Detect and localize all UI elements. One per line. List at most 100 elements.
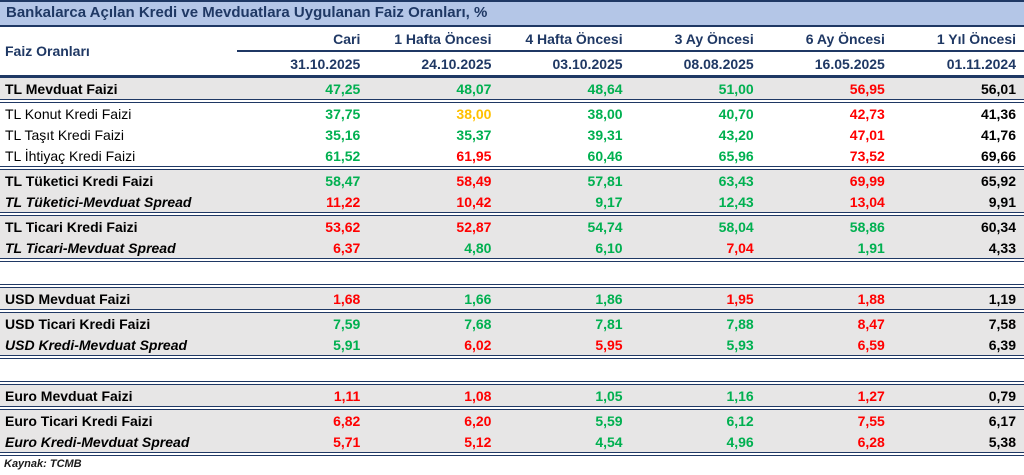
rate-value: 6,17 bbox=[988, 412, 1016, 429]
rate-value: 7,58 bbox=[988, 315, 1016, 332]
rate-value: 6,12 bbox=[726, 412, 754, 429]
row-label: TL Mevduat Faizi bbox=[5, 80, 118, 97]
row-label: TL Taşıt Kredi Faizi bbox=[5, 126, 125, 143]
row-label: TL Ticari-Mevduat Spread bbox=[5, 239, 176, 256]
column-header-cari: Cari bbox=[237, 27, 369, 52]
table-row: TL Tüketici-Mevduat Spread 11,22 10,42 9,17… bbox=[0, 191, 1024, 214]
table-row: Euro Mevduat Faizi 1,11 1,08 1,05 1,16 1,27 0,… bbox=[0, 383, 1024, 408]
rate-value: 1,27 bbox=[857, 387, 885, 404]
rate-value: 0,79 bbox=[988, 387, 1016, 404]
rate-value: 63,43 bbox=[718, 172, 754, 189]
rate-value: 6,39 bbox=[988, 336, 1016, 353]
rate-value: 52,87 bbox=[456, 218, 492, 235]
rate-value: 1,11 bbox=[333, 387, 361, 404]
row-label: Euro Ticari Kredi Faizi bbox=[5, 412, 153, 429]
rate-value: 51,00 bbox=[718, 80, 754, 97]
rate-value: 47,01 bbox=[849, 126, 885, 143]
row-label: TL Ticari Kredi Faizi bbox=[5, 218, 138, 235]
row-label: TL Tüketici-Mevduat Spread bbox=[5, 193, 192, 210]
column-header-3-ay-oncesi: 3 Ay Öncesi bbox=[630, 27, 762, 52]
rate-value: 41,36 bbox=[980, 105, 1016, 122]
rate-value: 35,37 bbox=[456, 126, 492, 143]
rate-value: 37,75 bbox=[325, 105, 361, 122]
table-row: TL İhtiyaç Kredi Faizi 61,52 61,95 60,46 65,… bbox=[0, 145, 1024, 168]
rate-value: 56,95 bbox=[849, 80, 885, 97]
rate-value: 6,10 bbox=[595, 239, 623, 256]
column-header-faiz-oranlari: Faiz Oranları bbox=[0, 27, 238, 78]
rate-value: 1,68 bbox=[333, 290, 361, 307]
source-note: Kaynak: TCMB bbox=[4, 458, 82, 470]
rate-value: 58,04 bbox=[718, 218, 754, 235]
rate-value: 60,46 bbox=[587, 147, 623, 164]
rate-value: 43,20 bbox=[718, 126, 754, 143]
rate-value: 4,54 bbox=[595, 433, 623, 450]
spacer-cell bbox=[0, 260, 1024, 286]
column-date: 08.08.2025 bbox=[630, 51, 762, 78]
spacer-cell bbox=[0, 357, 1024, 383]
rate-value: 38,00 bbox=[456, 105, 492, 122]
rate-value: 39,31 bbox=[587, 126, 623, 143]
column-header-1-yil-oncesi: 1 Yıl Öncesi bbox=[892, 27, 1024, 52]
rate-value: 48,64 bbox=[587, 80, 623, 97]
rate-value: 7,55 bbox=[857, 412, 885, 429]
rate-value: 11,22 bbox=[326, 193, 361, 210]
rate-value: 5,71 bbox=[333, 433, 361, 450]
rate-value: 6,37 bbox=[333, 239, 361, 256]
table-row: TL Mevduat Faizi 47,25 48,07 48,64 51,00 56,9… bbox=[0, 76, 1024, 101]
rate-value: 5,38 bbox=[988, 433, 1016, 450]
rate-value: 6,02 bbox=[464, 336, 492, 353]
rate-value: 1,95 bbox=[726, 290, 754, 307]
rate-value: 7,81 bbox=[595, 315, 623, 332]
page-title: Bankalarca Açılan Kredi ve Mevduatlara U… bbox=[0, 0, 1024, 27]
rate-value: 5,12 bbox=[464, 433, 492, 450]
table-header: Faiz Oranları Cari 1 Hafta Öncesi 4 Haft… bbox=[0, 27, 1024, 78]
rate-value: 53,62 bbox=[325, 218, 361, 235]
rate-value: 12,43 bbox=[718, 193, 754, 210]
row-label: USD Mevduat Faizi bbox=[5, 290, 131, 307]
table-row: TL Konut Kredi Faizi 37,75 38,00 38,00 40,70… bbox=[0, 101, 1024, 124]
rate-value: 48,07 bbox=[456, 80, 492, 97]
spacer-row bbox=[0, 357, 1024, 383]
column-date: 01.11.2024 bbox=[892, 51, 1024, 78]
rate-value: 58,47 bbox=[325, 172, 361, 189]
rate-value: 1,66 bbox=[464, 290, 492, 307]
column-header-4-hafta-oncesi: 4 Hafta Öncesi bbox=[499, 27, 631, 52]
rate-value: 57,81 bbox=[587, 172, 623, 189]
row-label: TL İhtiyaç Kredi Faizi bbox=[5, 147, 136, 164]
rate-value: 4,80 bbox=[464, 239, 492, 256]
rate-value: 38,00 bbox=[587, 105, 623, 122]
table-row: TL Tüketici Kredi Faizi 58,47 58,49 57,81 63… bbox=[0, 168, 1024, 191]
rate-value: 60,34 bbox=[980, 218, 1016, 235]
rate-value: 61,95 bbox=[456, 147, 492, 164]
rate-value: 58,86 bbox=[849, 218, 885, 235]
rate-value: 1,88 bbox=[857, 290, 885, 307]
rate-value: 5,59 bbox=[595, 412, 623, 429]
rate-value: 6,59 bbox=[857, 336, 885, 353]
column-date: 03.10.2025 bbox=[499, 51, 631, 78]
row-label: USD Ticari Kredi Faizi bbox=[5, 315, 151, 332]
rate-value: 69,99 bbox=[849, 172, 885, 189]
rate-value: 8,47 bbox=[857, 315, 885, 332]
rate-value: 7,68 bbox=[464, 315, 492, 332]
rate-value: 1,86 bbox=[595, 290, 623, 307]
rate-value: 41,76 bbox=[980, 126, 1016, 143]
table-row: USD Ticari Kredi Faizi 7,59 7,68 7,81 7,88 8,… bbox=[0, 311, 1024, 334]
rate-value: 35,16 bbox=[325, 126, 361, 143]
rate-value: 1,16 bbox=[726, 387, 754, 404]
interest-rates-table: Faiz Oranları Cari 1 Hafta Öncesi 4 Haft… bbox=[0, 27, 1024, 456]
rate-value: 1,05 bbox=[595, 387, 623, 404]
rate-value: 65,96 bbox=[718, 147, 754, 164]
rate-value: 13,04 bbox=[849, 193, 885, 210]
table-row: TL Ticari-Mevduat Spread 6,37 4,80 6,10 7,04… bbox=[0, 237, 1024, 260]
column-header-1-hafta-oncesi: 1 Hafta Öncesi bbox=[368, 27, 500, 52]
rate-value: 47,25 bbox=[325, 80, 361, 97]
table-row: TL Ticari Kredi Faizi 53,62 52,87 54,74 58,0… bbox=[0, 214, 1024, 237]
rate-value: 42,73 bbox=[849, 105, 885, 122]
rate-value: 58,49 bbox=[456, 172, 492, 189]
table-row: TL Taşıt Kredi Faizi 35,16 35,37 39,31 43,20… bbox=[0, 124, 1024, 145]
rate-value: 6,20 bbox=[464, 412, 492, 429]
rate-value: 5,95 bbox=[595, 336, 623, 353]
table-row: Euro Kredi-Mevduat Spread 5,71 5,12 4,54 4,9… bbox=[0, 431, 1024, 454]
rate-value: 7,59 bbox=[333, 315, 361, 332]
table-row: Euro Ticari Kredi Faizi 6,82 6,20 5,59 6,12 7… bbox=[0, 408, 1024, 431]
